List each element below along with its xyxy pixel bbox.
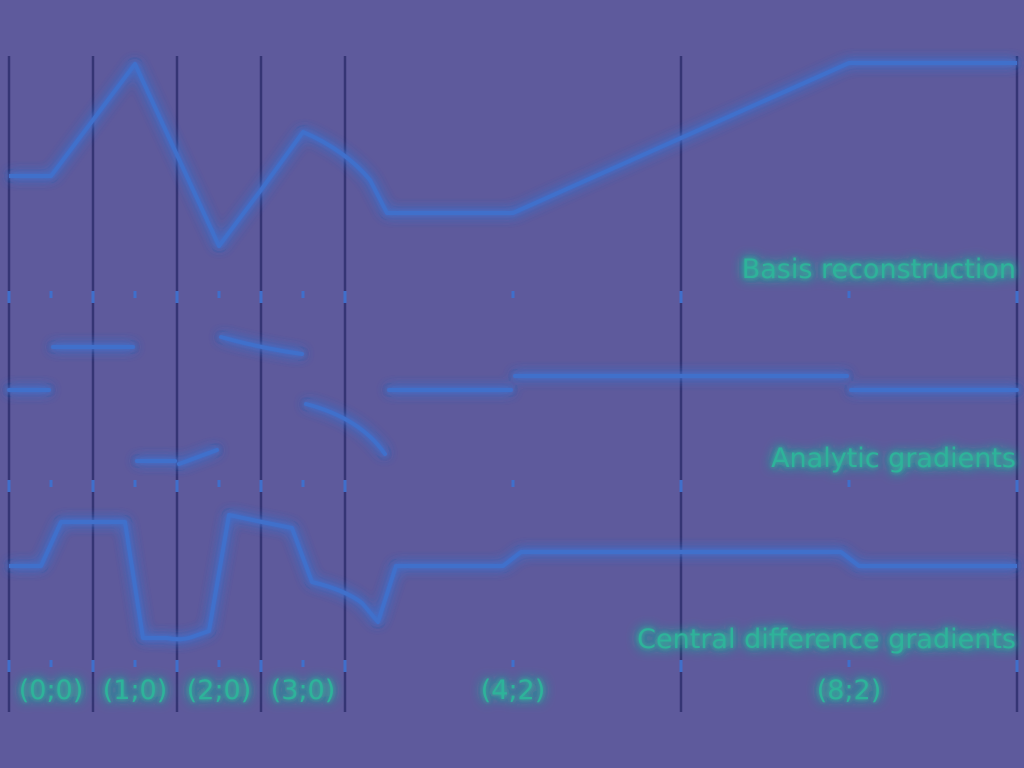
reconstruction-curve <box>9 61 1017 248</box>
segment-label-8-2: (8;2) <box>817 675 882 706</box>
grid-lines <box>7 56 1019 712</box>
segment-label-1-0: (1;0) <box>103 675 168 706</box>
segment-labels: (0;0) (1;0) (2;0) (3;0) (4;2) (8;2) <box>19 675 882 706</box>
analytic-segment <box>219 335 304 356</box>
reconstruction-ticks <box>7 291 1019 303</box>
analytic-segment <box>177 448 219 466</box>
central-curve <box>9 513 1017 642</box>
reconstruction-label: Basis reconstruction <box>742 254 1016 285</box>
analytic-curve <box>7 335 1019 466</box>
central-label: Central difference gradients <box>637 624 1016 655</box>
reconstruction-panel: Basis reconstruction <box>7 61 1019 303</box>
analytic-ticks <box>7 480 1019 492</box>
segment-label-3-0: (3;0) <box>271 675 336 706</box>
segment-label-0-0: (0;0) <box>19 675 84 706</box>
central-ticks <box>7 660 1019 672</box>
analytic-label: Analytic gradients <box>771 443 1016 474</box>
segment-label-2-0: (2;0) <box>187 675 252 706</box>
analytic-segment <box>304 402 387 456</box>
central-panel: Central difference gradients <box>7 513 1019 672</box>
analytic-panel: Analytic gradients <box>7 335 1019 492</box>
segment-label-4-2: (4;2) <box>481 675 546 706</box>
